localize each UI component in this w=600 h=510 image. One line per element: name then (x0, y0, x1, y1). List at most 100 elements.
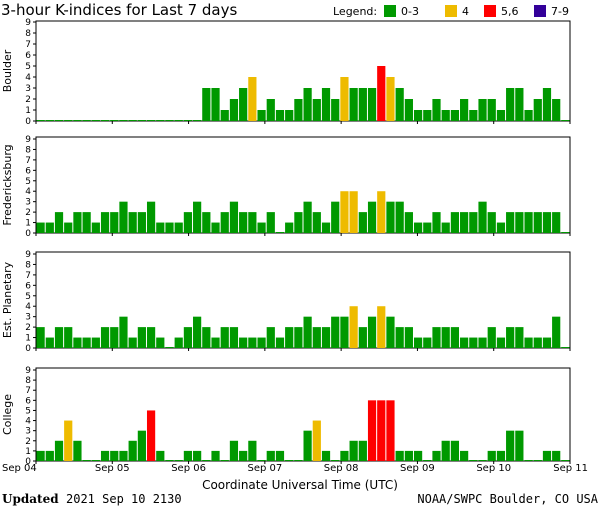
bar (146, 120, 156, 121)
bar (321, 327, 331, 348)
bar (211, 337, 220, 348)
bar (239, 88, 248, 121)
bar (229, 201, 239, 233)
bar (183, 450, 193, 461)
bar (266, 327, 275, 348)
y-tick-label: 1 (25, 334, 31, 344)
bar (469, 460, 478, 461)
bar (303, 316, 312, 348)
bar (386, 77, 395, 121)
legend-swatch-0 (384, 5, 396, 17)
y-tick-label: 1 (25, 106, 31, 116)
y-tick-label: 0 (25, 344, 31, 354)
bar (542, 450, 552, 461)
bar (156, 120, 165, 121)
bar (73, 440, 82, 461)
y-tick-label: 2 (25, 323, 31, 333)
bar (220, 327, 229, 348)
y-tick-label: 7 (25, 156, 31, 166)
panel-label: Boulder (1, 49, 14, 92)
x-tick-label: Sep 07 (247, 463, 282, 474)
bar (441, 222, 450, 233)
y-tick-label: 2 (25, 95, 31, 105)
bar (36, 327, 45, 348)
bar (506, 88, 515, 121)
bar (64, 327, 73, 348)
bar (137, 212, 146, 233)
bar (395, 450, 404, 461)
bar (266, 212, 275, 233)
bar (487, 327, 496, 348)
y-tick-label: 4 (25, 417, 31, 427)
bar (36, 222, 45, 233)
bar (561, 232, 570, 233)
bar (110, 212, 119, 233)
bar (423, 222, 432, 233)
bar (45, 450, 54, 461)
panel-frame (35, 20, 571, 122)
y-tick-label: 4 (25, 302, 31, 312)
bar (248, 440, 257, 461)
bar (174, 337, 183, 348)
bar (506, 212, 515, 233)
y-tick-label: 2 (25, 208, 31, 218)
y-tick-label: 4 (25, 187, 31, 197)
bar (404, 327, 413, 348)
bar (340, 316, 349, 348)
bar (174, 120, 183, 121)
bar (128, 337, 137, 348)
bar (64, 120, 73, 121)
bar (524, 460, 533, 461)
bar (275, 110, 285, 121)
bar (331, 316, 340, 348)
legend: Legend: 0-3 4 5,6 7-9 (333, 5, 569, 18)
bar (285, 222, 294, 233)
bar (303, 430, 312, 461)
bar (110, 450, 119, 461)
bar (202, 460, 211, 461)
bar (386, 400, 395, 461)
updated-label: Updated (2, 492, 59, 506)
bar (303, 88, 312, 121)
y-tick-label: 0 (25, 117, 31, 127)
y-tick-label: 6 (25, 281, 31, 291)
bar (211, 88, 220, 121)
bar (82, 337, 91, 348)
y-tick-label: 9 (25, 250, 31, 260)
panel-label: Fredericksburg (1, 144, 14, 225)
bar (542, 212, 552, 233)
bar (321, 450, 331, 461)
bar (54, 440, 64, 461)
bar (404, 99, 413, 121)
bar (524, 337, 533, 348)
legend-entry-3: 7-9 (551, 5, 569, 18)
bar (128, 120, 137, 121)
bar (229, 440, 239, 461)
bar (257, 222, 266, 233)
bar (358, 440, 367, 461)
y-tick-label: 8 (25, 260, 31, 270)
bar (496, 222, 506, 233)
bar (441, 327, 450, 348)
bar (395, 327, 404, 348)
bar (64, 222, 73, 233)
panel-frame (35, 367, 571, 462)
legend-swatch-2 (484, 5, 496, 17)
bar (496, 450, 506, 461)
bar (91, 337, 100, 348)
bar (331, 99, 340, 121)
bar (358, 88, 367, 121)
bar (257, 337, 266, 348)
bar (137, 120, 146, 121)
bar (377, 306, 386, 348)
y-tick-label: 5 (25, 62, 31, 72)
bar (561, 120, 570, 121)
y-tick-label: 7 (25, 271, 31, 281)
bar (91, 222, 100, 233)
bar (340, 450, 349, 461)
bar (248, 337, 257, 348)
bar (432, 99, 441, 121)
x-tick-label: Sep 08 (324, 463, 359, 474)
